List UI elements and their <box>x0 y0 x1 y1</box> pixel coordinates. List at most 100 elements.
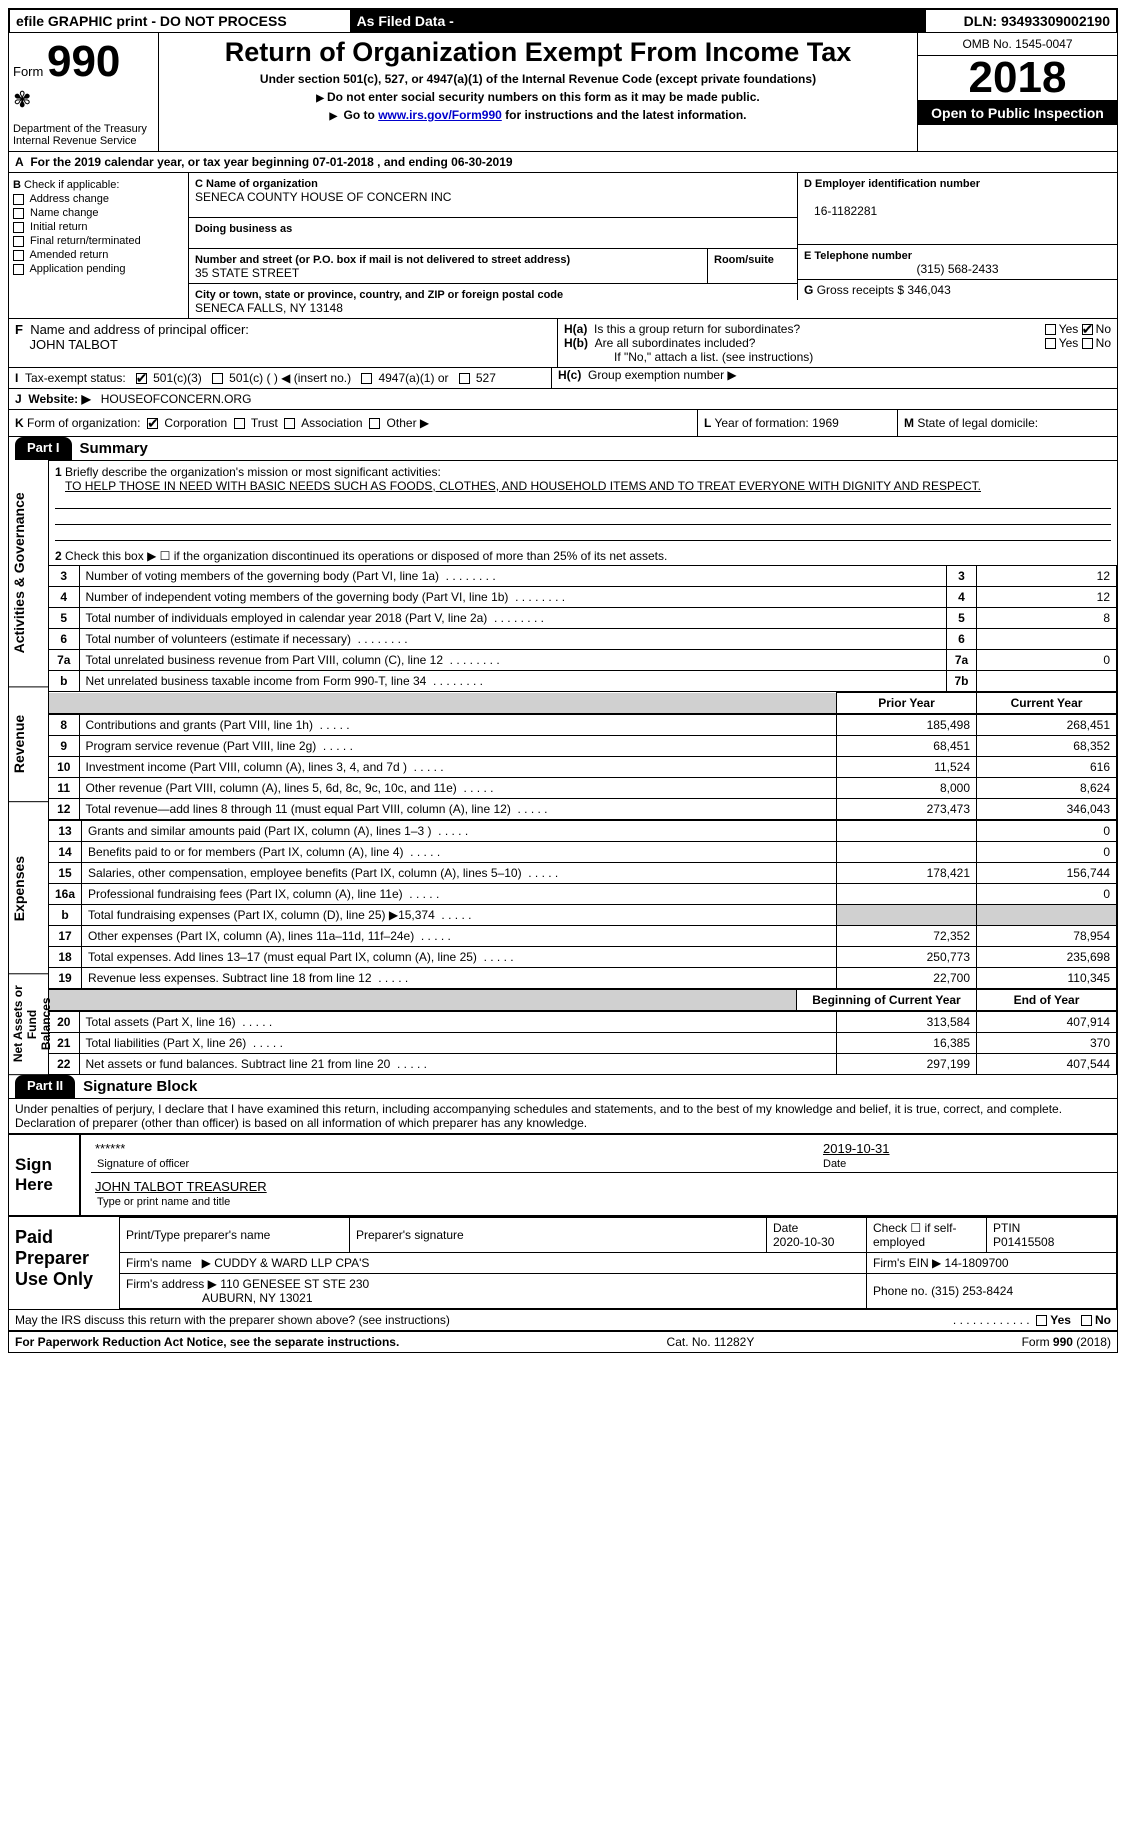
col-prior: Prior Year <box>837 693 977 714</box>
discuss-yes-checkbox[interactable] <box>1036 1315 1047 1326</box>
subtitle-2: Do not enter social security numbers on … <box>169 90 907 104</box>
summary-table: Activities & Governance Revenue Expenses… <box>9 460 1117 1075</box>
efile-notice: efile GRAPHIC print - DO NOT PROCESS <box>10 10 351 33</box>
box-c-area: C Name of organization SENECA COUNTY HOU… <box>189 173 797 318</box>
hb-no-checkbox[interactable] <box>1082 338 1093 349</box>
footer-mid: Cat. No. 11282Y <box>667 1335 755 1349</box>
city-row: City or town, state or province, country… <box>189 284 797 318</box>
assoc-checkbox[interactable] <box>284 418 295 429</box>
paid-prep-label: Paid Preparer Use Only <box>9 1217 119 1309</box>
box-b-item: Application pending <box>13 263 184 275</box>
street-address: 35 STATE STREET <box>195 266 299 280</box>
box-i-row: I Tax-exempt status: 501(c)(3) 501(c) ( … <box>9 367 1117 388</box>
city-value: SENECA FALLS, NY 13148 <box>195 301 343 315</box>
main-title: Return of Organization Exempt From Incom… <box>169 37 907 68</box>
subtitle-3: Go to www.irs.gov/Form990 for instructio… <box>169 108 907 122</box>
side-ag: Activities & Governance <box>9 460 48 687</box>
date-label: Date <box>817 1156 1117 1173</box>
ha-yes-checkbox[interactable] <box>1045 324 1056 335</box>
ptin-cell: PTINP01415508 <box>987 1218 1117 1253</box>
501c-checkbox[interactable] <box>212 373 223 384</box>
prep-sig-cell: Preparer's signature <box>350 1218 767 1253</box>
ha-no-checkbox[interactable] <box>1082 324 1093 335</box>
summary-row: 17Other expenses (Part IX, column (A), l… <box>49 926 1117 947</box>
box-b-item: Final return/terminated <box>13 235 184 247</box>
summary-row: 13Grants and similar amounts paid (Part … <box>49 821 1117 842</box>
officer-name-title: JOHN TALBOT TREASURER <box>81 1173 1117 1194</box>
summary-row: 10Investment income (Part VIII, column (… <box>49 757 1117 778</box>
box-b-item: Amended return <box>13 249 184 261</box>
side-nab: Net Assets or Fund Balances <box>9 974 48 1075</box>
ein: 16-1182281 <box>814 204 877 218</box>
right-header-box: OMB No. 1545-0047 2018 Open to Public In… <box>917 33 1117 151</box>
dln-cell: DLN: 93493309002190 <box>925 10 1116 33</box>
type-name-label: Type or print name and title <box>91 1194 1117 1210</box>
main-grid: B Check if applicable: Address change Na… <box>9 172 1117 318</box>
open-public: Open to Public Inspection <box>918 100 1117 125</box>
discuss-row: May the IRS discuss this return with the… <box>9 1309 1117 1330</box>
paid-preparer-block: Paid Preparer Use Only Print/Type prepar… <box>9 1215 1117 1309</box>
prep-name-cell: Print/Type preparer's name <box>120 1218 350 1253</box>
discuss-no-checkbox[interactable] <box>1081 1315 1092 1326</box>
summary-row: 5Total number of individuals employed in… <box>49 608 1117 629</box>
sign-here-block: Sign Here ****** Signature of officer 20… <box>9 1133 1117 1215</box>
part-1-tag: Part I <box>15 437 72 460</box>
summary-row: 19Revenue less expenses. Subtract line 1… <box>49 968 1117 989</box>
summary-row: 14Benefits paid to or for members (Part … <box>49 842 1117 863</box>
other-checkbox[interactable] <box>369 418 380 429</box>
website: HOUSEOFCONCERN.ORG <box>101 392 252 406</box>
footer-right: Form 990 (2018) <box>1022 1335 1111 1349</box>
part-1-header: Part I Summary <box>9 436 1117 460</box>
room-suite: Room/suite <box>707 249 797 284</box>
summary-row: bTotal fundraising expenses (Part IX, co… <box>49 905 1117 926</box>
page-footer: For Paperwork Reduction Act Notice, see … <box>9 1330 1117 1352</box>
title-box: Return of Organization Exempt From Incom… <box>159 33 917 151</box>
line-1: 1 Briefly describe the organization's mi… <box>49 460 1117 547</box>
box-k: K Form of organization: Corporation Trus… <box>9 410 697 436</box>
dept-treasury: Department of the Treasury Internal Reve… <box>13 113 154 147</box>
part-2-header: Part II Signature Block <box>9 1075 1117 1098</box>
corp-checkbox[interactable] <box>147 418 158 429</box>
k-l-m-row: K Form of organization: Corporation Trus… <box>9 409 1117 436</box>
right-column: D Employer identification number 16-1182… <box>797 173 1117 318</box>
sig-date: 2019-10-31 <box>817 1135 1117 1156</box>
form-prefix: Form <box>13 64 43 79</box>
mission-text: TO HELP THOSE IN NEED WITH BASIC NEEDS S… <box>65 479 981 493</box>
f-h-row: F Name and address of principal officer:… <box>9 318 1117 367</box>
part-2-title: Signature Block <box>75 1075 205 1098</box>
officer-name: JOHN TALBOT <box>29 337 117 352</box>
summary-row: 11Other revenue (Part VIII, column (A), … <box>49 778 1117 799</box>
part-2-tag: Part II <box>15 1075 75 1098</box>
dba-row: Doing business as <box>189 218 797 249</box>
irs-link[interactable]: www.irs.gov/Form990 <box>378 108 502 122</box>
firm-addr-cell: Firm's address ▶ 110 GENESEE ST STE 230 … <box>120 1274 867 1309</box>
summary-row: 7aTotal unrelated business revenue from … <box>49 650 1117 671</box>
penalty-text: Under penalties of perjury, I declare th… <box>9 1098 1117 1133</box>
line-2: 2 Check this box ▶ ☐ if the organization… <box>49 547 1117 565</box>
4947-checkbox[interactable] <box>361 373 372 384</box>
tax-year: 2018 <box>918 56 1117 100</box>
trust-checkbox[interactable] <box>234 418 245 429</box>
summary-row: 22Net assets or fund balances. Subtract … <box>49 1054 1117 1075</box>
527-checkbox[interactable] <box>459 373 470 384</box>
summary-row: 12Total revenue—add lines 8 through 11 (… <box>49 799 1117 820</box>
org-name: SENECA COUNTY HOUSE OF CONCERN INC <box>195 190 451 204</box>
box-e: E Telephone number (315) 568-2433 <box>797 245 1117 280</box>
box-h: H(a) Is this a group return for subordin… <box>557 319 1117 367</box>
box-l: L Year of formation: 1969 <box>697 410 897 436</box>
gross-receipts: 346,043 <box>907 283 950 297</box>
form-header: Form 990 ✾ Department of the Treasury In… <box>9 33 1117 151</box>
firm-ein-cell: Firm's EIN ▶ 14-1809700 <box>867 1253 1117 1274</box>
501c3-checkbox[interactable] <box>136 373 147 384</box>
box-g: G Gross receipts $ 346,043 <box>797 280 1117 300</box>
box-b-item: Initial return <box>13 221 184 233</box>
box-hc: H(c) Group exemption number ▶ <box>551 368 1111 388</box>
box-m: M State of legal domicile: <box>897 410 1117 436</box>
hb-yes-checkbox[interactable] <box>1045 338 1056 349</box>
section-a: A For the 2019 calendar year, or tax yea… <box>9 151 1117 172</box>
sign-here-label: Sign Here <box>9 1135 79 1215</box>
dln-value: 93493309002190 <box>1001 13 1110 29</box>
prep-date-cell: Date2020-10-30 <box>767 1218 867 1253</box>
footer-left: For Paperwork Reduction Act Notice, see … <box>15 1335 399 1349</box>
col-begin: Beginning of Current Year <box>797 990 977 1011</box>
